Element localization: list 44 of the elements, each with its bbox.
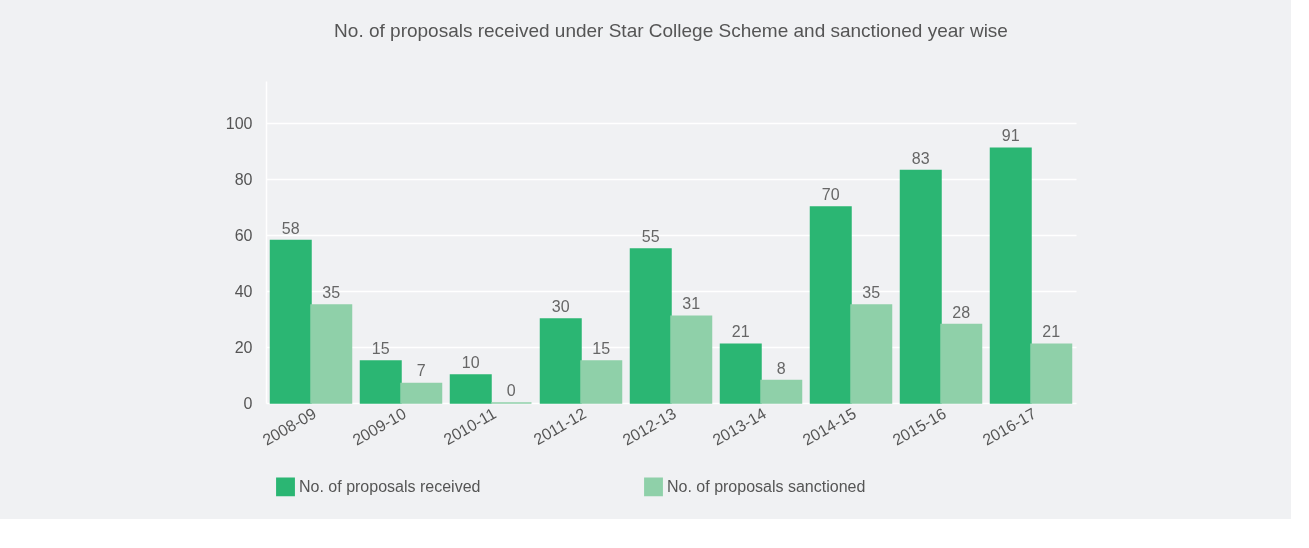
data-label: 91 [1001,127,1020,145]
bar [809,206,852,404]
data-label: 7 [416,362,426,380]
y-tick-label: 20 [234,338,253,356]
legend-label: No. of proposals sanctioned [667,477,866,495]
bar [359,360,402,404]
data-label: 35 [862,284,881,301]
data-label: 10 [461,354,480,371]
bar [760,379,803,404]
legend-label: No. of proposals received [299,477,481,495]
bar [629,248,672,404]
bar [850,304,893,404]
data-label: 8 [776,359,786,377]
chart-title: No. of proposals received under Star College Scheme and sanctioned year wise [334,20,1008,41]
bar [539,318,582,404]
y-tick-label: 80 [234,170,253,188]
y-tick-label: 40 [234,282,253,300]
bar [1030,343,1073,404]
data-label: 21 [731,323,750,341]
data-label: 31 [682,295,701,313]
data-label: 15 [592,340,611,357]
bar [580,360,623,404]
data-label: 83 [911,149,930,167]
data-label: 21 [1042,323,1061,341]
bar [719,343,762,404]
data-label: 35 [322,284,341,301]
y-tick-label: 0 [243,394,253,412]
bar [940,323,983,404]
data-label: 55 [641,228,660,245]
bar [400,382,443,404]
y-tick-label: 60 [234,226,253,244]
bar [670,315,713,404]
bar [449,374,492,404]
bar [310,304,353,404]
data-label: 58 [281,219,300,237]
data-label: 70 [821,186,840,203]
bar [269,239,312,404]
data-label: 28 [952,303,971,321]
bar [989,147,1032,404]
y-tick-label: 100 [225,114,253,132]
data-label: 15 [371,340,390,357]
bar [899,169,942,404]
data-label: 30 [551,298,570,315]
data-label: 0 [506,382,516,399]
